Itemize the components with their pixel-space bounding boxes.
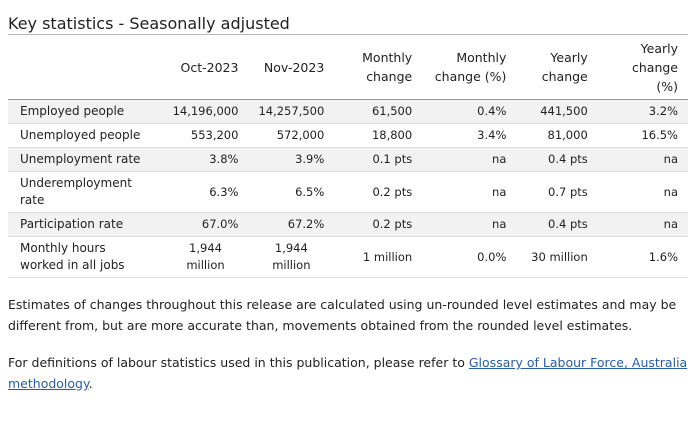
glossary-link[interactable]: Glossary of Labour Force, Australia meth… <box>8 355 688 391</box>
cell: 6.3% <box>162 171 249 213</box>
cell: 0.4 pts <box>516 147 598 172</box>
cell: 14,257,500 <box>248 99 335 124</box>
column-header: Monthly change <box>334 34 423 100</box>
cell: na <box>597 212 688 237</box>
content: Key statistics - Seasonally adjusted Oct… <box>8 14 688 394</box>
cell: 61,500 <box>334 99 423 124</box>
cell: 0.2 pts <box>334 212 423 237</box>
row-label: Monthly hours worked in all jobs <box>8 236 163 278</box>
cell: 1,944 million <box>248 236 335 278</box>
cell: na <box>422 147 517 172</box>
cell: 0.7 pts <box>516 171 598 213</box>
cell: 1.6% <box>597 236 688 278</box>
cell: 0.0% <box>422 236 517 278</box>
note-end: . <box>88 376 93 391</box>
cell: 553,200 <box>162 123 249 148</box>
cell: 3.2% <box>597 99 688 124</box>
column-header <box>8 34 163 100</box>
column-header: Oct-2023 <box>162 34 249 100</box>
table-row: Monthly hours worked in all jobs 1,944 mi… <box>8 236 688 278</box>
cell: 1,944 million <box>162 236 249 278</box>
cell: 572,000 <box>248 123 335 148</box>
cell: 0.4 pts <box>516 212 598 237</box>
row-label: Unemployed people <box>8 123 163 148</box>
column-header: Yearly change (%) <box>597 34 688 100</box>
cell: 18,800 <box>334 123 423 148</box>
cell: 1 million <box>334 236 423 278</box>
column-header: Monthly change (%) <box>422 34 517 100</box>
cell: na <box>597 171 688 213</box>
cell: 3.8% <box>162 147 249 172</box>
cell: na <box>597 147 688 172</box>
table-body: Employed people 14,196,000 14,257,500 61,50… <box>8 99 688 278</box>
cell: 14,196,000 <box>162 99 249 124</box>
note: Estimates of changes throughout this rel… <box>8 297 677 333</box>
column-header: Yearly change <box>516 34 598 100</box>
cell: 6.5% <box>248 171 335 213</box>
cell: na <box>422 212 517 237</box>
cell: 0.1 pts <box>334 147 423 172</box>
row-label: Underemployment rate <box>8 171 163 213</box>
title: Key statistics - Seasonally adjusted <box>8 14 290 33</box>
header-row: Oct-2023 Nov-2023 Monthly change Monthly ch… <box>8 34 688 100</box>
cell: 16.5% <box>597 123 688 148</box>
cell: 3.4% <box>422 123 517 148</box>
cell: 0.2 pts <box>334 171 423 213</box>
cell: 30 million <box>516 236 598 278</box>
note-text: For definitions of labour statistics use… <box>8 355 465 370</box>
cell: 441,500 <box>516 99 598 124</box>
cell: 3.9% <box>248 147 335 172</box>
row-label: Unemployment rate <box>8 147 163 172</box>
table-row: Unemployment rate 3.8% 3.9% 0.1 pts na 0.4 pt… <box>8 147 688 172</box>
row-label: Participation rate <box>8 212 163 237</box>
column-header: Nov-2023 <box>248 34 335 100</box>
table-row: Participation rate 67.0% 67.2% 0.2 pts na 0.4… <box>8 212 688 237</box>
cell: 81,000 <box>516 123 598 148</box>
cell: na <box>422 171 517 213</box>
stats-table: Oct-2023 Nov-2023 Monthly change Monthly ch… <box>8 34 688 278</box>
row-label: Employed people <box>8 99 163 124</box>
cell: 67.0% <box>162 212 249 237</box>
table-row: Unemployed people 553,200 572,000 18,800 3.4… <box>8 123 688 148</box>
cell: 0.4% <box>422 99 517 124</box>
table-row: Underemployment rate 6.3% 6.5% 0.2 pts na 0.7… <box>8 171 688 213</box>
table-row: Employed people 14,196,000 14,257,500 61,50… <box>8 99 688 124</box>
cell: 67.2% <box>248 212 335 237</box>
note: For definitions of labour statistics use… <box>8 352 688 394</box>
